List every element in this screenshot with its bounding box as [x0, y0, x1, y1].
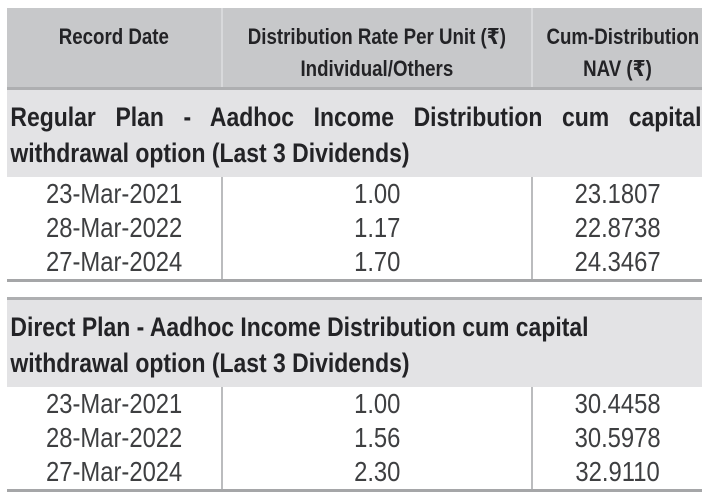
col-header-distribution-rate: Distribution Rate Per Unit (₹) Individua…: [221, 8, 531, 87]
record-date-value: 23-Mar-2021: [45, 178, 183, 209]
cell-rate: 2.30: [221, 455, 531, 489]
table-row: 27-Mar-2024 2.30 32.9110: [7, 455, 702, 489]
record-date-value: 28-Mar-2022: [45, 422, 183, 453]
cell-nav: 22.8738: [531, 211, 702, 245]
cell-rate: 1.56: [221, 421, 531, 455]
cell-rate: 1.00: [221, 387, 531, 421]
cell-record-date: 23-Mar-2021: [7, 177, 221, 211]
table-row: 28-Mar-2022 1.56 30.5978: [7, 421, 702, 455]
table-header-row: Record Date Distribution Rate Per Unit (…: [7, 8, 702, 90]
cell-rate: 1.70: [221, 245, 531, 279]
nav-value: 22.8738: [574, 212, 661, 243]
regular-plan-title-line2: withdrawal option (Last 3 Dividends): [10, 138, 410, 168]
rate-value: 1.00: [353, 178, 401, 209]
cell-nav: 32.9110: [531, 455, 702, 489]
section-title-regular-plan: Regular Plan - Aadhoc Income Distributio…: [7, 90, 702, 177]
col-header-record-date-label: Record Date: [58, 24, 170, 49]
record-date-value: 27-Mar-2024: [45, 246, 183, 277]
col-header-cum-distribution-nav: Cum-Distribution NAV (₹): [531, 8, 702, 87]
cell-rate: 1.17: [221, 211, 531, 245]
cell-record-date: 28-Mar-2022: [7, 211, 221, 245]
rate-value: 2.30: [353, 456, 401, 487]
dividend-distribution-table: Record Date Distribution Rate Per Unit (…: [7, 8, 702, 492]
distribution-rate-line1: Distribution Rate Per Unit (₹): [247, 24, 507, 49]
cell-nav: 24.3467: [531, 245, 702, 279]
nav-value: 30.4458: [574, 388, 661, 419]
rate-value: 1.17: [353, 212, 401, 243]
nav-value: 32.9110: [575, 456, 660, 487]
col-header-record-date: Record Date: [7, 8, 221, 87]
rate-value: 1.56: [353, 422, 401, 453]
nav-value: 30.5978: [574, 422, 661, 453]
table-row: 28-Mar-2022 1.17 22.8738: [7, 211, 702, 245]
record-date-value: 23-Mar-2021: [45, 388, 183, 419]
nav-value: 23.1807: [574, 178, 661, 209]
distribution-rate-line1-wrap: Distribution Rate Per Unit (₹): [223, 21, 531, 53]
section-title-direct-plan: Direct Plan - Aadhoc Income Distribution…: [7, 297, 702, 387]
cum-distribution-line1-wrap: Cum-Distribution: [533, 21, 702, 53]
table-row: 23-Mar-2021 1.00 30.4458: [7, 387, 702, 421]
direct-plan-title-line2: withdrawal option (Last 3 Dividends): [10, 348, 410, 378]
record-date-value: 28-Mar-2022: [45, 212, 183, 243]
distribution-rate-line2-wrap: Individual/Others: [223, 53, 531, 85]
cell-record-date: 27-Mar-2024: [7, 455, 221, 489]
regular-plan-title-line1: Regular Plan - Aadhoc Income Distributio…: [10, 102, 702, 132]
cum-distribution-line2: NAV (₹): [583, 56, 652, 81]
cum-distribution-line1: Cum-Distribution: [546, 24, 700, 49]
regular-plan-rows: 23-Mar-2021 1.00 23.1807 28-Mar-2022 1.1…: [7, 177, 702, 282]
record-date-value: 27-Mar-2024: [45, 456, 183, 487]
distribution-rate-line2: Individual/Others: [300, 56, 454, 81]
cell-nav: 23.1807: [531, 177, 702, 211]
rate-value: 1.00: [353, 388, 401, 419]
cell-nav: 30.4458: [531, 387, 702, 421]
cell-record-date: 27-Mar-2024: [7, 245, 221, 279]
rate-value: 1.70: [353, 246, 401, 277]
cum-distribution-line2-wrap: NAV (₹): [533, 53, 702, 85]
direct-plan-title-line1: Direct Plan - Aadhoc Income Distribution…: [10, 312, 589, 342]
cell-record-date: 23-Mar-2021: [7, 387, 221, 421]
section-gap: [7, 282, 702, 297]
cell-record-date: 28-Mar-2022: [7, 421, 221, 455]
table-row: 27-Mar-2024 1.70 24.3467: [7, 245, 702, 279]
table-row: 23-Mar-2021 1.00 23.1807: [7, 177, 702, 211]
cell-rate: 1.00: [221, 177, 531, 211]
cell-nav: 30.5978: [531, 421, 702, 455]
direct-plan-rows: 23-Mar-2021 1.00 30.4458 28-Mar-2022 1.5…: [7, 387, 702, 492]
nav-value: 24.3467: [574, 246, 661, 277]
